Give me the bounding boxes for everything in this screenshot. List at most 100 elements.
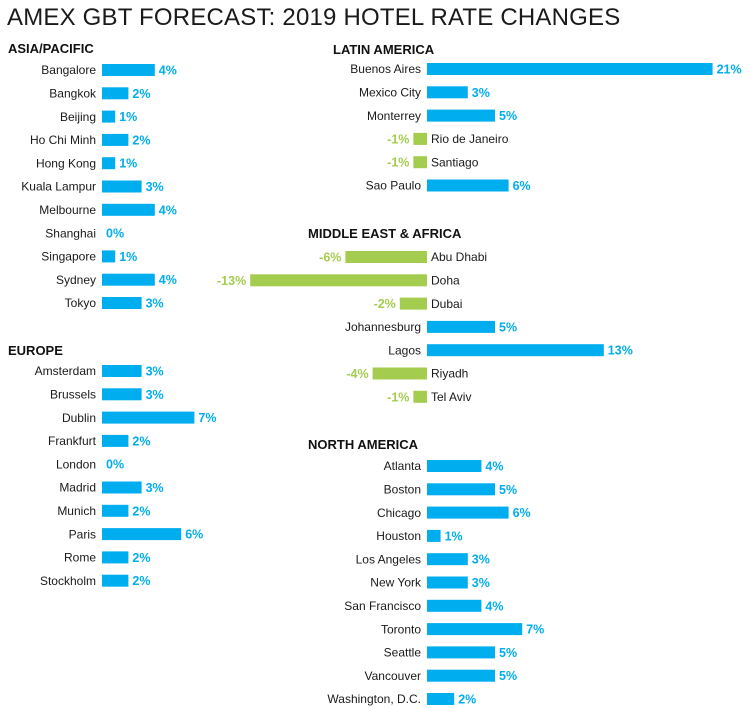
bar-atlanta <box>427 460 482 472</box>
value-label-amsterdam: 3% <box>146 365 164 379</box>
value-label-toronto: 7% <box>526 623 544 637</box>
bar-tel-aviv <box>413 390 427 403</box>
bar-santiago <box>413 156 427 169</box>
category-label-dublin: Dublin <box>62 411 96 425</box>
bar-riyadh <box>372 367 427 380</box>
value-label-santiago: -1% <box>387 156 409 170</box>
category-label-beijing: Beijing <box>60 110 96 124</box>
category-label-vancouver: Vancouver <box>365 669 421 683</box>
bar-bangkok <box>102 87 129 100</box>
category-label-san-francisco: San Francisco <box>344 599 421 613</box>
bar-washington-d-c <box>427 693 455 705</box>
category-label-atlanta: Atlanta <box>384 459 422 473</box>
category-label-london: London <box>56 457 96 471</box>
bar-sydney <box>102 273 155 286</box>
bar-kuala-lampur <box>102 180 142 193</box>
value-label-dubai: -2% <box>374 297 396 311</box>
bar-johannesburg <box>427 320 495 333</box>
category-label-santiago: Santiago <box>431 155 479 169</box>
region-title-north-america: NORTH AMERICA <box>308 437 419 452</box>
value-label-mexico-city: 3% <box>472 86 490 100</box>
bar-rio-de-janeiro <box>413 132 427 145</box>
value-label-sydney: 4% <box>159 273 177 287</box>
category-label-dubai: Dubai <box>431 297 462 311</box>
bar-madrid <box>102 481 142 494</box>
category-label-buenos-aires: Buenos Aires <box>350 62 421 76</box>
value-label-washington-d-c: 2% <box>458 693 476 707</box>
category-label-los-angeles: Los Angeles <box>356 552 421 566</box>
bar-monterrey <box>427 109 495 122</box>
category-label-bangalore: Bangalore <box>41 63 96 77</box>
category-label-new-york: New York <box>370 576 422 590</box>
value-label-new-york: 3% <box>472 576 490 590</box>
bar-brussels <box>102 388 142 401</box>
bar-munich <box>102 504 129 517</box>
value-label-munich: 2% <box>132 504 150 518</box>
value-label-frankfurt: 2% <box>132 434 150 448</box>
value-label-seattle: 5% <box>499 646 517 660</box>
value-label-sao-paulo: 6% <box>513 179 531 193</box>
category-label-munich: Munich <box>57 504 96 518</box>
value-label-madrid: 3% <box>146 481 164 495</box>
category-label-frankfurt: Frankfurt <box>48 434 97 448</box>
bar-tokyo <box>102 297 142 309</box>
bar-dublin <box>102 411 195 424</box>
bar-doha <box>250 274 427 287</box>
category-label-ho-chi-minh: Ho Chi Minh <box>30 133 96 147</box>
category-label-abu-dhabi: Abu Dhabi <box>431 250 487 264</box>
category-label-singapore: Singapore <box>41 250 96 264</box>
category-label-houston: Houston <box>376 529 421 543</box>
category-label-shanghai: Shanghai <box>45 226 96 240</box>
region-title-europe: EUROPE <box>8 343 63 358</box>
value-label-melbourne: 4% <box>159 203 177 217</box>
bar-dubai <box>399 297 427 310</box>
bar-houston <box>427 529 441 542</box>
value-label-lagos: 13% <box>608 344 633 358</box>
category-label-monterrey: Monterrey <box>367 109 421 123</box>
bar-buenos-aires <box>427 63 713 75</box>
value-label-stockholm: 2% <box>132 574 150 588</box>
bar-chicago <box>427 506 509 519</box>
value-label-kuala-lampur: 3% <box>146 180 164 194</box>
value-label-los-angeles: 3% <box>472 553 490 567</box>
value-label-london: 0% <box>106 458 124 472</box>
category-label-toronto: Toronto <box>381 622 421 636</box>
value-label-san-francisco: 4% <box>485 599 503 613</box>
bar-san-francisco <box>427 599 482 612</box>
category-label-tokyo: Tokyo <box>65 296 97 310</box>
bar-stockholm <box>102 574 129 587</box>
bar-los-angeles <box>427 553 468 566</box>
bar-ho-chi-minh <box>102 133 129 146</box>
category-label-kuala-lampur: Kuala Lampur <box>21 180 96 194</box>
category-label-chicago: Chicago <box>377 506 421 520</box>
bar-melbourne <box>102 203 155 216</box>
bar-beijing <box>102 110 116 123</box>
bar-paris <box>102 528 182 541</box>
category-label-stockholm: Stockholm <box>40 574 96 588</box>
category-label-mexico-city: Mexico City <box>359 86 421 100</box>
bar-rome <box>102 551 129 564</box>
value-label-rome: 2% <box>132 551 150 565</box>
value-label-houston: 1% <box>445 529 463 543</box>
value-label-beijing: 1% <box>119 110 137 124</box>
category-label-hong-kong: Hong Kong <box>36 156 96 170</box>
category-label-melbourne: Melbourne <box>39 203 96 217</box>
value-label-bangalore: 4% <box>159 64 177 78</box>
value-label-dublin: 7% <box>198 411 216 425</box>
category-label-johannesburg: Johannesburg <box>345 320 421 334</box>
category-label-madrid: Madrid <box>59 481 96 495</box>
value-label-buenos-aires: 21% <box>717 63 742 77</box>
value-label-ho-chi-minh: 2% <box>132 133 150 147</box>
bar-boston <box>427 483 495 496</box>
region-title-latin-america: LATIN AMERICA <box>333 42 435 57</box>
bar-mexico-city <box>427 86 468 99</box>
bar-abu-dhabi <box>345 251 427 263</box>
category-label-washington-d-c: Washington, D.C. <box>327 692 421 706</box>
value-label-singapore: 1% <box>119 250 137 264</box>
value-label-tokyo: 3% <box>146 297 164 311</box>
value-label-chicago: 6% <box>513 506 531 520</box>
category-label-boston: Boston <box>384 483 421 497</box>
category-label-paris: Paris <box>69 527 96 541</box>
value-label-brussels: 3% <box>146 388 164 402</box>
